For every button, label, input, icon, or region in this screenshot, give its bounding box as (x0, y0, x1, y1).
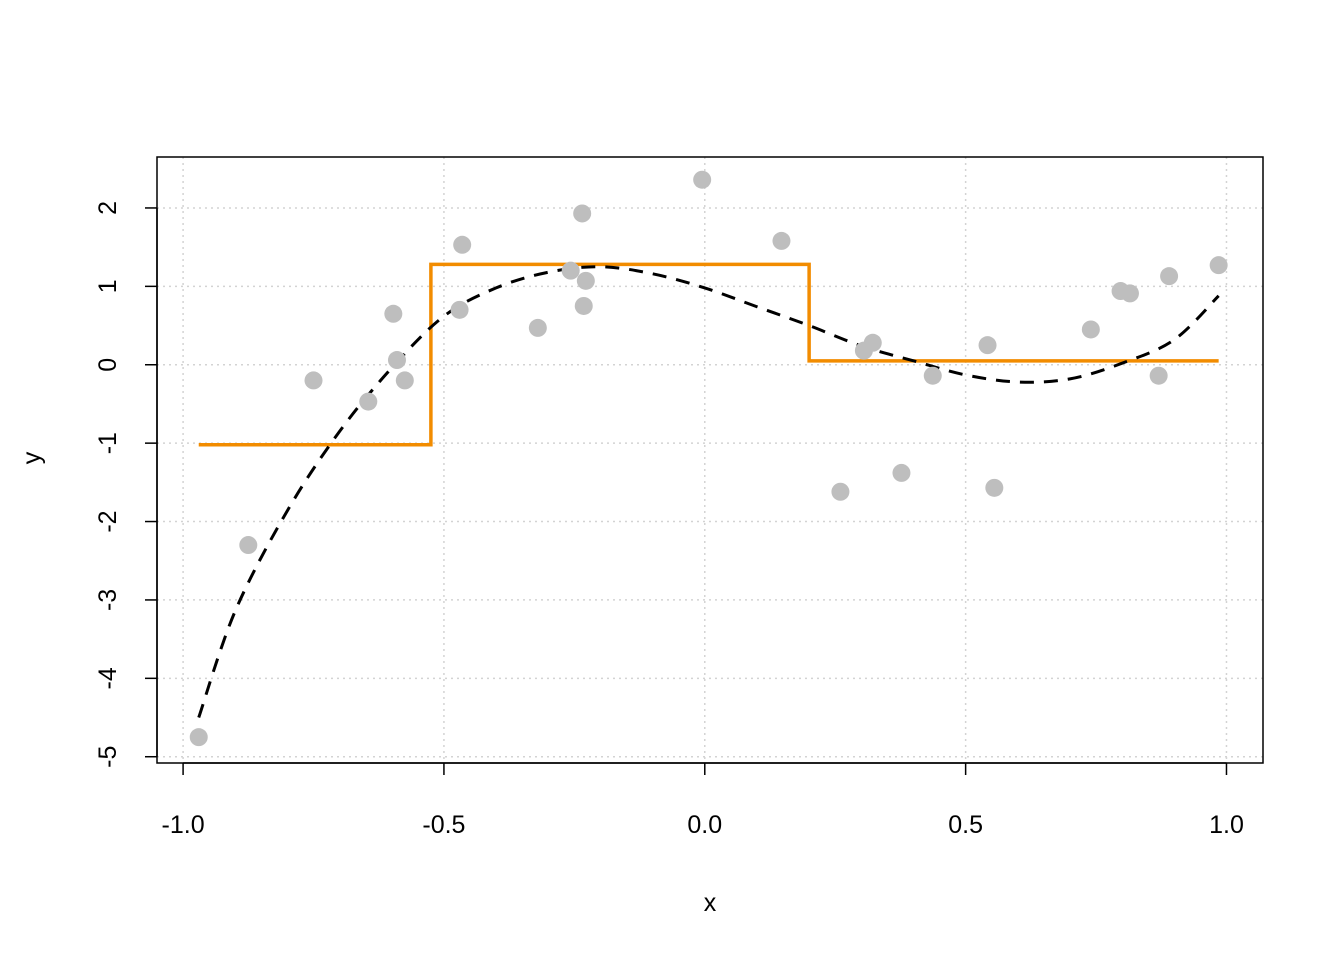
y-tick-label: 2 (94, 201, 122, 215)
fitted-curve-line (197, 265, 1220, 719)
data-point (1120, 284, 1139, 303)
y-tick-label: -4 (94, 667, 122, 689)
data-point (1209, 256, 1228, 275)
data-point (189, 728, 208, 747)
grid-layer (157, 157, 1263, 763)
data-point (576, 271, 595, 290)
data-point (985, 478, 1004, 497)
y-tick-label: -3 (94, 589, 122, 611)
data-point (384, 304, 403, 323)
data-point (923, 366, 942, 385)
data-point (574, 296, 593, 315)
data-point (453, 235, 472, 254)
data-point (978, 336, 997, 355)
data-point (1081, 320, 1100, 339)
data-point (772, 231, 791, 250)
data-point (863, 333, 882, 352)
x-tick-label: 0.5 (948, 811, 983, 839)
y-tick-label: 0 (94, 358, 122, 372)
data-point (395, 371, 414, 390)
data-point (573, 204, 592, 223)
points-layer (189, 170, 1228, 747)
y-axis-label: y (18, 451, 46, 464)
data-point (1160, 267, 1179, 286)
x-tick-label: 1.0 (1209, 811, 1244, 839)
data-point (359, 392, 378, 411)
x-axis-label: x (704, 889, 717, 917)
data-point (1149, 366, 1168, 385)
step-function-line (198, 262, 1219, 447)
plot-frame (156, 156, 1264, 764)
data-point (561, 261, 580, 280)
data-point (693, 170, 712, 189)
data-point (450, 300, 469, 319)
y-tick-label: -1 (94, 432, 122, 454)
data-point (528, 318, 547, 337)
x-axis: -1.0 -0.5 0.0 0.5 1.0 (162, 762, 1244, 839)
x-tick-label: -0.5 (422, 811, 465, 839)
curve-layer (197, 265, 1220, 719)
y-tick-label: -5 (94, 746, 122, 768)
y-tick-label: -2 (94, 510, 122, 532)
y-axis: -5 -4 -3 -2 -1 0 1 2 (94, 201, 158, 768)
x-tick-label: 0.0 (687, 811, 722, 839)
data-point (304, 371, 323, 390)
data-point (239, 536, 258, 555)
data-point (387, 351, 406, 370)
data-point (831, 482, 850, 501)
y-tick-label: 1 (94, 279, 122, 293)
step-layer (198, 262, 1219, 447)
x-tick-label: -1.0 (162, 811, 205, 839)
data-point (892, 463, 911, 482)
